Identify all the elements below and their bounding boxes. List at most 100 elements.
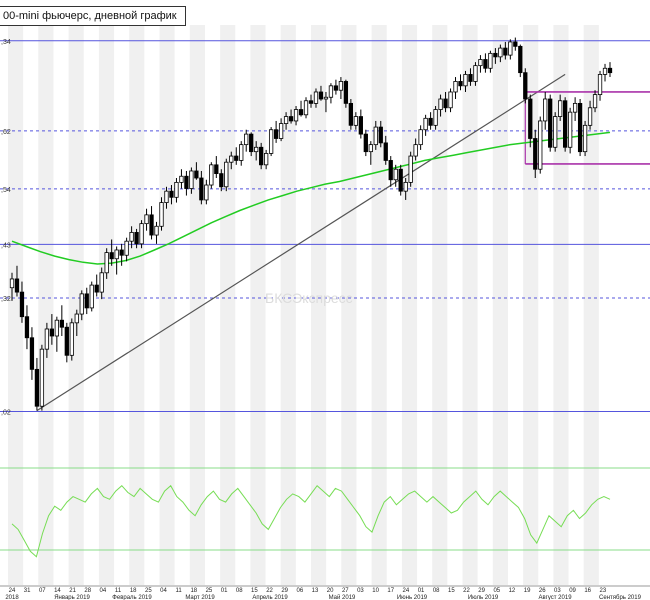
candle-body bbox=[548, 98, 553, 148]
x-month-label: Июль 2019 bbox=[468, 595, 499, 600]
x-day-tick: 22 bbox=[463, 588, 470, 594]
candle-body bbox=[572, 102, 578, 113]
candle-body bbox=[303, 100, 309, 116]
candle-body bbox=[29, 337, 35, 370]
indicator-line bbox=[11, 484, 611, 558]
candle-body bbox=[453, 81, 458, 93]
x-day-tick: 04 bbox=[160, 588, 167, 594]
x-month-label: Апрель 2019 bbox=[252, 595, 288, 600]
candle-body bbox=[478, 59, 483, 67]
x-day-tick: 15 bbox=[251, 588, 258, 594]
horizontal-levels: ,34 ,62 ,54 ,43 ,32 ,02 bbox=[0, 39, 650, 416]
candle-body bbox=[214, 164, 219, 175]
candle-body bbox=[443, 98, 448, 109]
x-day-tick: 04 bbox=[100, 588, 107, 594]
candle-body bbox=[592, 94, 598, 109]
candle-body bbox=[413, 144, 418, 157]
candle-body bbox=[99, 272, 104, 293]
trend-line bbox=[36, 73, 566, 412]
week-stripe bbox=[462, 25, 478, 585]
candle-body bbox=[283, 116, 289, 124]
candle-body bbox=[79, 293, 84, 315]
x-day-tick: 21 bbox=[69, 588, 76, 594]
candle-body bbox=[184, 175, 189, 189]
candle-body bbox=[54, 319, 59, 337]
week-stripe bbox=[8, 25, 24, 585]
candle-body bbox=[119, 249, 124, 256]
candle-body bbox=[528, 98, 533, 139]
candle-body bbox=[199, 177, 204, 201]
candle-body bbox=[558, 100, 563, 117]
candle-body bbox=[577, 102, 583, 153]
candle-body bbox=[278, 123, 284, 139]
x-day-tick: 01 bbox=[221, 588, 228, 594]
level-label: ,43 bbox=[1, 242, 11, 249]
candle-body bbox=[159, 202, 164, 227]
x-day-tick: 03 bbox=[554, 588, 561, 594]
candle-body bbox=[244, 133, 249, 146]
candle-body bbox=[518, 45, 523, 74]
x-day-tick: 18 bbox=[190, 588, 197, 594]
candle-body bbox=[343, 81, 349, 104]
x-day-tick: 14 bbox=[54, 588, 61, 594]
candle-body bbox=[398, 168, 403, 192]
x-month-label: Январь 2019 bbox=[54, 595, 90, 600]
x-day-tick: 18 bbox=[130, 588, 137, 594]
x-day-tick: 24 bbox=[9, 588, 16, 594]
level-label: ,34 bbox=[1, 39, 11, 46]
x-axis: 24 31 07 14 21 28 04 11 18 25 04 11 18 25 01 08 15 22 29 06… bbox=[0, 585, 650, 600]
week-stripe bbox=[553, 25, 569, 585]
candle-body bbox=[64, 326, 69, 356]
x-day-tick: 10 bbox=[372, 588, 379, 594]
level-label: ,32 bbox=[1, 296, 11, 303]
candle-body bbox=[438, 98, 443, 110]
candle-body bbox=[264, 153, 269, 166]
candle-body bbox=[323, 96, 329, 100]
candle-body bbox=[34, 368, 40, 407]
candle-body bbox=[229, 155, 234, 163]
candle-body bbox=[328, 85, 334, 98]
x-day-tick: 20 bbox=[327, 588, 334, 594]
candle-body bbox=[134, 232, 139, 245]
x-day-tick: 24 bbox=[403, 588, 410, 594]
candle-body bbox=[523, 72, 528, 100]
week-stripe bbox=[250, 25, 266, 585]
candle-body bbox=[503, 47, 508, 56]
candle-body bbox=[597, 74, 603, 96]
candle-body bbox=[383, 142, 388, 161]
candle-body bbox=[144, 214, 149, 225]
watermark: БКСЭкспресс bbox=[265, 290, 353, 306]
candle-body bbox=[388, 160, 393, 181]
candle-body bbox=[473, 65, 478, 82]
candle-body bbox=[224, 161, 229, 188]
x-day-tick: 26 bbox=[539, 588, 546, 594]
candle-body bbox=[124, 240, 129, 256]
candle-body bbox=[164, 190, 169, 203]
x-day-tick: 25 bbox=[206, 588, 213, 594]
candle-body bbox=[567, 111, 573, 148]
candle-body bbox=[74, 313, 79, 324]
candle-body bbox=[94, 284, 99, 293]
x-month-label: Февраль 2019 bbox=[112, 595, 152, 600]
week-stripe bbox=[98, 25, 115, 585]
candle-body bbox=[169, 190, 174, 198]
x-month-label: 2018 bbox=[5, 595, 19, 600]
x-day-tick: 25 bbox=[145, 588, 152, 594]
x-day-tick: 28 bbox=[84, 588, 91, 594]
candle-body bbox=[563, 100, 568, 148]
candle-body bbox=[373, 126, 378, 146]
candle-body bbox=[149, 214, 154, 236]
x-day-tick: 22 bbox=[266, 588, 273, 594]
x-month-label: Май 2019 bbox=[329, 594, 356, 600]
x-month-label: Сентябрь 2019 bbox=[599, 595, 642, 600]
candle-body bbox=[189, 170, 194, 189]
candle-body bbox=[59, 319, 64, 328]
candle-body bbox=[154, 225, 159, 236]
x-day-tick: 23 bbox=[600, 588, 607, 594]
candle-body bbox=[273, 129, 279, 139]
level-label: ,02 bbox=[1, 409, 11, 416]
x-month-label: Август 2019 bbox=[538, 595, 572, 600]
candle-body bbox=[348, 102, 354, 126]
candle-body bbox=[209, 164, 214, 186]
candle-body bbox=[587, 107, 593, 126]
